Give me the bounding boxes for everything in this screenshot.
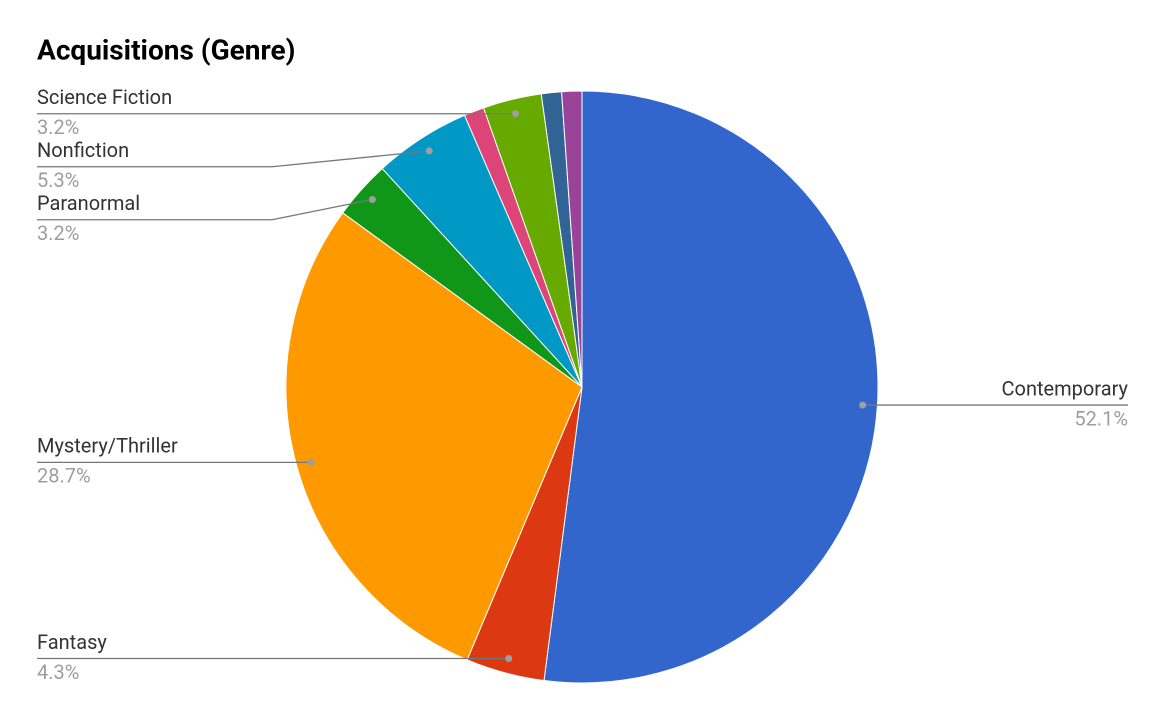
slice-value-label: 4.3%	[37, 660, 79, 684]
slice-label: Contemporary	[1002, 376, 1129, 400]
slice-label: Mystery/Thriller	[37, 434, 178, 458]
leader-dot	[512, 110, 520, 118]
leader-dot	[307, 458, 315, 466]
leader-line	[37, 198, 373, 221]
leader-dot	[859, 401, 867, 409]
pie-slice	[543, 90, 879, 684]
slice-label: Fantasy	[37, 630, 107, 654]
leader-line	[37, 150, 430, 168]
leader-dot	[368, 196, 376, 204]
slice-value-label: 28.7%	[37, 464, 91, 488]
slice-value-label: 3.2%	[37, 115, 79, 139]
leader-dot	[425, 147, 433, 155]
slice-value-label: 3.2%	[37, 221, 79, 245]
chart-title: Acquisitions (Genre)	[37, 33, 295, 66]
slice-value-label: 5.3%	[37, 168, 79, 192]
slice-value-label: 52.1%	[1074, 406, 1128, 430]
slice-label: Nonfiction	[37, 138, 129, 162]
leader-dot	[505, 654, 513, 662]
slice-label: Science Fiction	[37, 85, 172, 109]
pie-slice	[285, 212, 583, 661]
slice-label: Paranormal	[37, 191, 140, 215]
pie-slice	[561, 90, 583, 388]
